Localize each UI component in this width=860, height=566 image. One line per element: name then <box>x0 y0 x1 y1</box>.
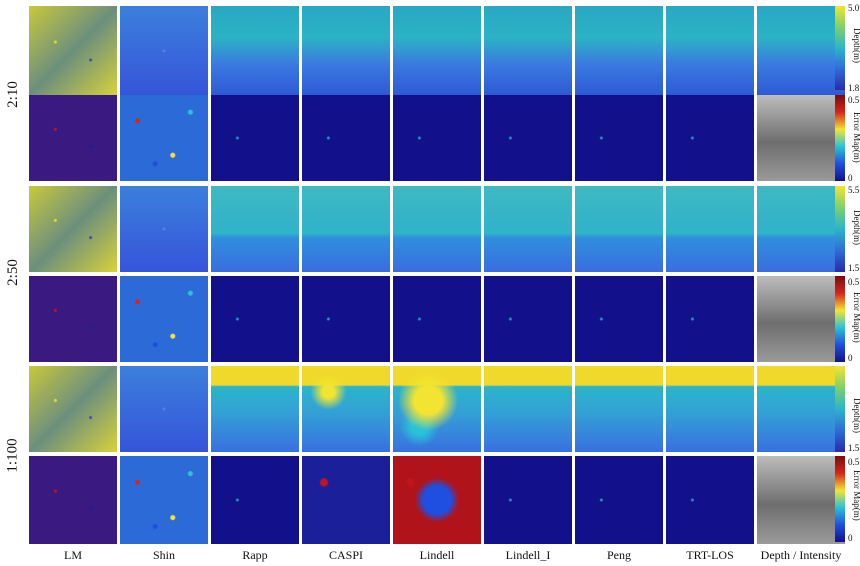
row-label-3: 1:100 <box>4 437 21 473</box>
row-label-1: 2:10 <box>4 80 21 108</box>
depth-title-1: Depth(m) <box>852 28 860 63</box>
error-map-depth-intensity-2 <box>757 276 845 362</box>
error-map-shin-1 <box>120 95 208 181</box>
depth-map-trt-los-3 <box>666 366 754 452</box>
depth-map-lindell-i-3 <box>484 366 572 452</box>
error-map-depth-intensity-3 <box>757 456 845 544</box>
depth-map-caspi-3 <box>302 366 390 452</box>
error-map-depth-intensity-1 <box>757 95 845 181</box>
error-tick-max-3: 0.5 <box>848 457 860 467</box>
depth-map-shin-2 <box>120 186 208 272</box>
depth-colorbar-3 <box>835 366 845 452</box>
column-label-lindell: Lindell <box>419 548 455 562</box>
depth-map-shin-3 <box>120 366 208 452</box>
error-title-3: Error Map(m) <box>852 470 860 521</box>
error-tick-min-2: 0 <box>848 353 853 363</box>
depth-map-trt-los-1 <box>666 6 754 96</box>
error-map-caspi-2 <box>302 276 390 362</box>
error-map-trt-los-1 <box>666 95 754 181</box>
error-map-lindell-i-3 <box>484 456 572 544</box>
column-label-shin: Shin <box>152 548 175 562</box>
column-label-trt-los: TRT-LOS <box>686 548 734 562</box>
depth-map-lindell-2 <box>393 186 481 272</box>
error-tick-max-1: 0.5 <box>848 95 860 105</box>
error-map-lindell-3 <box>393 456 481 544</box>
depth-map-lindell-i-1 <box>484 6 572 96</box>
error-colorbar-3 <box>835 456 845 542</box>
column-label-lindell-i: Lindell_I <box>505 548 551 562</box>
error-map-shin-2 <box>120 276 208 362</box>
depth-map-depth-intensity-3 <box>757 366 845 452</box>
error-map-shin-3 <box>120 456 208 544</box>
depth-map-shin-1 <box>120 6 208 96</box>
row-label-2: 2:50 <box>4 258 21 286</box>
depth-map-rapp-1 <box>211 6 299 96</box>
depth-map-peng-3 <box>575 366 663 452</box>
depth-map-depth-intensity-1 <box>757 6 845 96</box>
depth-map-peng-1 <box>575 6 663 96</box>
error-map-caspi-3 <box>302 456 390 544</box>
error-map-caspi-1 <box>302 95 390 181</box>
error-map-rapp-1 <box>211 95 299 181</box>
depth-map-peng-2 <box>575 186 663 272</box>
column-label-peng: Peng <box>607 548 631 562</box>
depth-map-lm-2 <box>29 186 117 272</box>
error-colorbar-1 <box>835 95 845 181</box>
depth-map-lm-1 <box>29 6 117 96</box>
depth-map-rapp-2 <box>211 186 299 272</box>
error-map-lindell-i-2 <box>484 276 572 362</box>
error-map-peng-1 <box>575 95 663 181</box>
depth-tick-max-2: 5.5 <box>848 185 860 195</box>
error-map-trt-los-3 <box>666 456 754 544</box>
error-map-peng-3 <box>575 456 663 544</box>
column-label-caspi: CASPI <box>328 548 363 562</box>
depth-map-caspi-1 <box>302 6 390 96</box>
depth-tick-max-1: 5.0 <box>848 3 860 13</box>
column-label-lm: LM <box>64 548 82 562</box>
error-map-trt-los-2 <box>666 276 754 362</box>
error-colorbar-2 <box>835 276 845 362</box>
depth-colorbar-2 <box>835 186 845 272</box>
depth-tick-min-3: 1.5 <box>848 443 860 453</box>
error-tick-max-2: 0.5 <box>848 277 860 287</box>
depth-tick-min-2: 1.5 <box>848 263 860 273</box>
error-tick-min-1: 0 <box>848 173 853 183</box>
error-title-2: Error Map(m) <box>852 292 860 343</box>
error-map-peng-2 <box>575 276 663 362</box>
error-map-rapp-3 <box>211 456 299 544</box>
error-map-lindell-i-1 <box>484 95 572 181</box>
column-label-depth-intensity: Depth / Intensity <box>760 548 842 562</box>
column-label-rapp: Rapp <box>242 548 268 562</box>
error-map-lindell-2 <box>393 276 481 362</box>
error-map-lm-2 <box>29 276 117 362</box>
error-map-lindell-1 <box>393 95 481 181</box>
error-map-rapp-2 <box>211 276 299 362</box>
depth-map-caspi-2 <box>302 186 390 272</box>
depth-map-trt-los-2 <box>666 186 754 272</box>
depth-map-lindell-i-2 <box>484 186 572 272</box>
error-map-lm-1 <box>29 95 117 181</box>
depth-tick-min-1: 1.8 <box>848 83 860 93</box>
error-map-lm-3 <box>29 456 117 544</box>
depth-map-depth-intensity-2 <box>757 186 845 272</box>
depth-map-rapp-3 <box>211 366 299 452</box>
depth-map-lindell-3 <box>393 366 481 452</box>
depth-colorbar-1 <box>835 6 845 90</box>
depth-title-3: Depth(m) <box>852 398 860 433</box>
error-title-1: Error Map(m) <box>852 112 860 163</box>
depth-title-2: Depth(m) <box>852 210 860 245</box>
error-tick-min-3: 0 <box>848 533 853 543</box>
depth-map-lm-3 <box>29 366 117 452</box>
depth-map-lindell-1 <box>393 6 481 96</box>
